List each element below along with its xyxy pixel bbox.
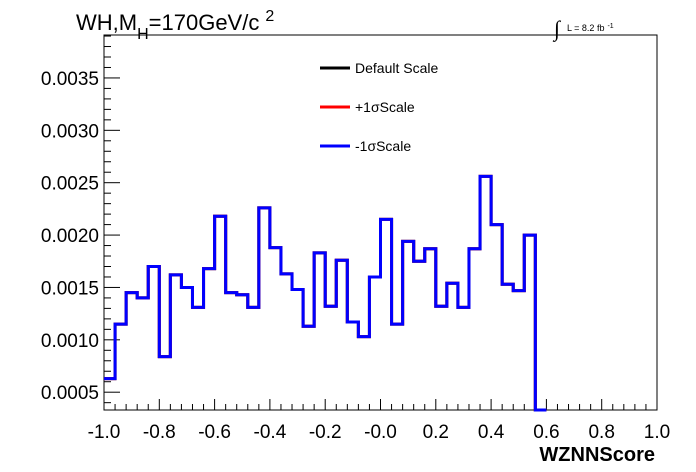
integral-sign: ∫ [552, 16, 562, 42]
y-tick-label: 0.0020 [41, 226, 99, 247]
x-axis: -1.0 -0.8 -0.6 -0.4 -0.2 -0.0 0.2 0.4 0.6 0.8 1.0 [88, 399, 670, 443]
title-main: WH,M [76, 10, 137, 35]
x-tick-label: -0.4 [254, 422, 287, 443]
x-tick-label: -1.0 [88, 422, 121, 443]
luminosity-text: L = 8.2 fb [567, 23, 604, 33]
y-axis: 0.0005 0.0010 0.0015 0.0020 0.0025 0.0030 0.00… [41, 35, 120, 404]
title-subscript: H [137, 26, 149, 43]
legend-label: Default Scale [355, 60, 438, 76]
x-tick-label: 1.0 [644, 422, 670, 443]
chart-title: WH,MH=170GeV/c 2 [76, 8, 274, 43]
y-tick-label: 0.0025 [41, 174, 99, 195]
x-tick-label: -0.8 [143, 422, 176, 443]
y-tick-label: 0.0010 [41, 331, 99, 352]
x-tick-label: 0.4 [478, 422, 505, 443]
x-tick-label: -0.0 [364, 422, 397, 443]
title-rest: =170GeV/c [149, 10, 260, 35]
luminosity-superscript: -1 [607, 23, 613, 30]
histogram-series-line [104, 174, 547, 412]
legend-label: -1σScale [355, 138, 411, 154]
y-tick-label: 0.0005 [41, 383, 99, 404]
y-tick-label: 0.0035 [41, 69, 99, 90]
x-tick-label: 0.2 [423, 422, 449, 443]
x-tick-label: -0.2 [309, 422, 342, 443]
legend-label: +1σScale [355, 99, 415, 115]
x-tick-label: -0.6 [198, 422, 231, 443]
y-tick-label: 0.0015 [41, 278, 99, 299]
series-group [104, 174, 547, 412]
x-axis-label: WZNNScore [539, 444, 655, 466]
legend: Default Scale +1σScale -1σScale [320, 60, 438, 154]
y-tick-label: 0.0030 [41, 121, 99, 142]
title-superscript: 2 [265, 8, 274, 25]
x-tick-label: 0.6 [533, 422, 559, 443]
x-tick-label: 0.8 [588, 422, 614, 443]
luminosity-label: L = 8.2 fb -1 [567, 23, 614, 33]
